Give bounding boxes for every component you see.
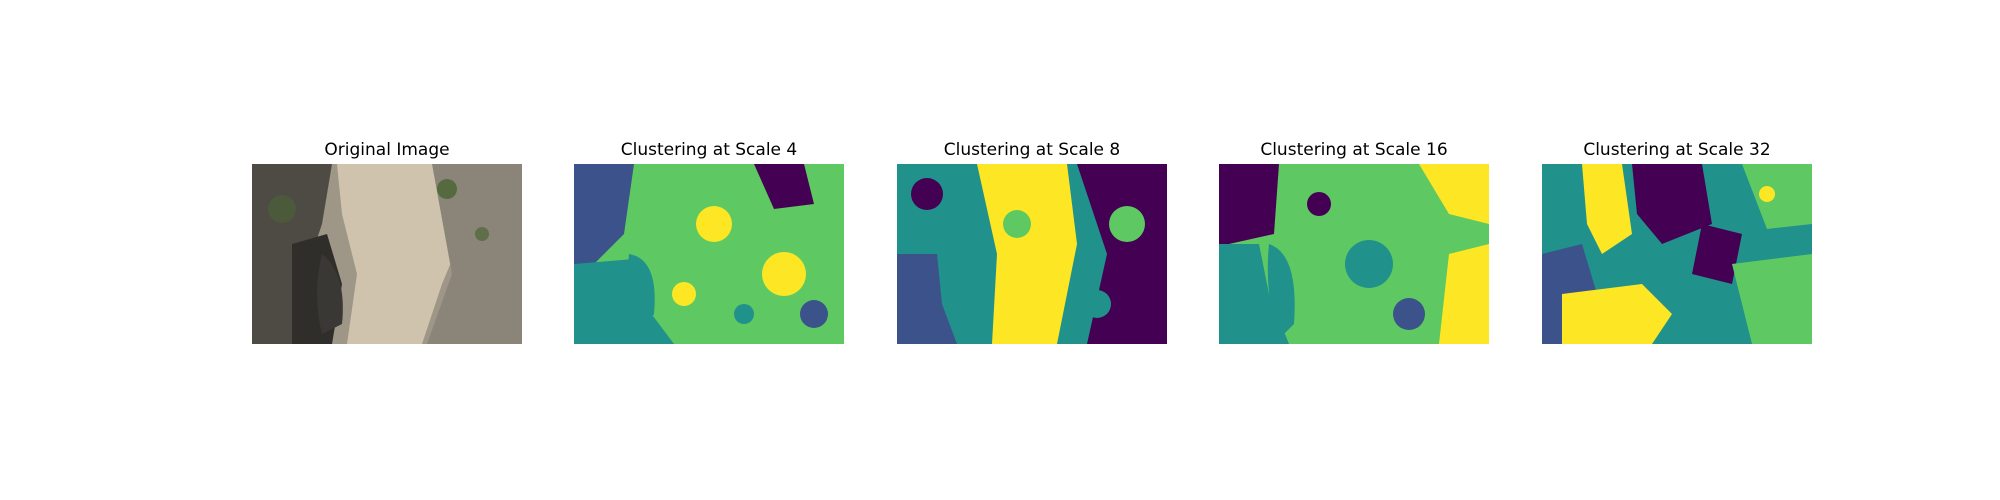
panel-title: Clustering at Scale 16 bbox=[1260, 140, 1448, 160]
clustering-map-scale-8 bbox=[897, 164, 1167, 344]
panel-title: Clustering at Scale 32 bbox=[1583, 140, 1771, 160]
panel-clustering-scale-8: Clustering at Scale 8 bbox=[897, 140, 1167, 344]
panel-clustering-scale-32: Clustering at Scale 32 bbox=[1542, 140, 1812, 344]
panel-original-image: Original Image bbox=[252, 140, 522, 344]
clustering-map-scale-4 bbox=[574, 164, 844, 344]
panel-title: Clustering at Scale 4 bbox=[620, 140, 798, 160]
original-image bbox=[252, 164, 522, 344]
panel-title: Clustering at Scale 8 bbox=[943, 140, 1121, 160]
panel-clustering-scale-16: Clustering at Scale 16 bbox=[1219, 140, 1489, 344]
panel-clustering-scale-4: Clustering at Scale 4 bbox=[574, 140, 844, 344]
panel-title: Original Image bbox=[324, 140, 450, 160]
clustering-map-scale-16 bbox=[1219, 164, 1489, 344]
clustering-map-scale-32 bbox=[1542, 164, 1812, 344]
